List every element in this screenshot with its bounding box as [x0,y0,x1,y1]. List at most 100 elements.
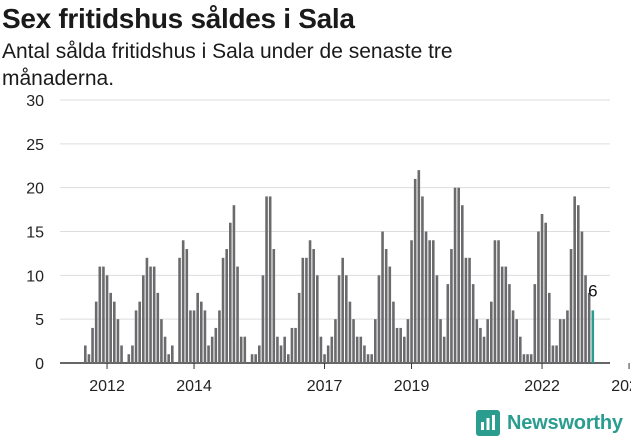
bar [417,170,421,363]
chart-title: Sex fritidshus såldes i Sala [2,3,355,34]
y-tick-label: 10 [26,268,44,285]
bar [200,301,203,363]
bar [91,327,94,363]
x-axis-ticks: 2012 2014 2017 2019 2022 2024 [89,363,631,395]
bar [432,240,435,363]
bar [265,196,268,363]
bar [446,284,450,363]
bar [548,292,551,363]
bar [428,240,431,363]
y-axis-ticks: 0 5 10 15 20 25 30 [26,93,44,373]
bar [98,266,102,363]
bar [471,284,475,363]
bar [287,354,290,363]
bar [250,354,254,363]
bar [482,336,486,363]
bar [236,266,239,363]
x-tick-label: 2017 [307,378,343,395]
bar [94,301,98,363]
bar [406,319,410,363]
x-tick-label: 2022 [524,378,560,395]
bar [210,336,214,363]
bar [457,187,460,363]
bar [435,275,439,363]
bar [522,354,526,363]
bar [337,275,341,363]
bar [109,292,112,363]
bar [127,354,131,363]
bar [529,354,533,363]
bar [268,196,272,363]
y-tick-label: 0 [35,356,44,373]
bar [475,319,479,363]
bar [203,310,207,363]
bar [450,249,453,363]
bar [558,319,562,363]
bar [294,327,297,363]
bar [87,354,91,363]
bar [573,196,576,363]
x-tick-label: 2012 [89,378,125,395]
bar [167,354,170,363]
bar [363,345,366,363]
bar [348,301,352,363]
bar [326,345,330,363]
bar [218,310,221,363]
bar [468,257,471,363]
bar [156,292,160,363]
bar [105,275,109,363]
bar [544,222,547,363]
bar [258,345,261,363]
bar [178,257,181,363]
bar [192,310,196,363]
bar [113,301,116,363]
bar [261,275,265,363]
bar [196,292,199,363]
bar [152,266,156,363]
bar [555,345,558,363]
x-tick-label: 2019 [394,378,430,395]
bar [290,327,294,363]
bar [403,336,406,363]
bar [490,301,493,363]
bar [163,336,167,363]
bar [149,266,152,363]
bar [421,196,424,363]
bar [486,319,489,363]
bar [297,292,301,363]
y-tick-label: 15 [26,225,44,242]
bar [381,231,384,363]
bar [181,240,185,363]
bar [519,336,522,363]
bar [334,319,337,363]
bar [276,336,279,363]
bar [537,231,540,363]
bar [493,240,497,363]
bar [461,205,464,363]
bar [540,213,544,363]
bar [142,275,145,363]
y-tick-label: 20 [26,181,44,198]
y-tick-label: 5 [35,312,44,329]
bar [305,257,308,363]
bar [580,231,584,363]
bar [225,249,228,363]
bar [345,275,348,363]
bar [254,354,257,363]
bar [500,266,504,363]
bar [566,310,569,363]
bar [511,310,515,363]
bar [138,301,141,363]
bar [479,327,482,363]
bar [229,222,232,363]
bar [424,231,428,363]
bar [355,336,359,363]
y-tick-label: 30 [26,93,44,110]
bar [171,345,174,363]
bar [341,257,344,363]
bar [243,336,247,363]
bar [584,275,587,363]
bar [120,345,123,363]
bar [562,319,566,363]
